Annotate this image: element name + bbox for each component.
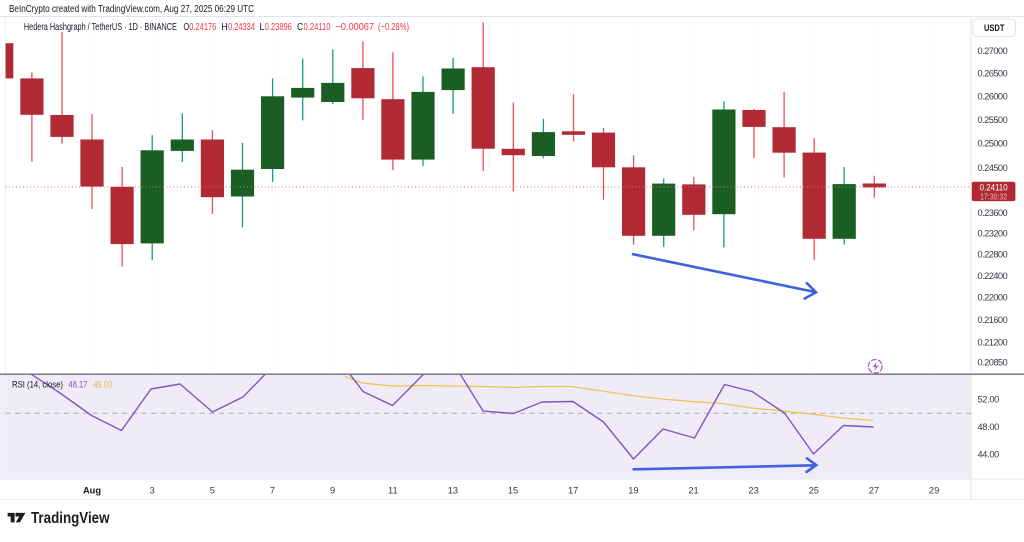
svg-text:H: H: [222, 22, 228, 33]
svg-text:0.22800: 0.22800: [978, 250, 1008, 260]
svg-text:0.20850: 0.20850: [978, 357, 1008, 367]
svg-text:5: 5: [210, 486, 215, 496]
svg-text:19: 19: [628, 486, 638, 496]
svg-text:USDT: USDT: [984, 23, 1005, 33]
svg-text:0.21600: 0.21600: [978, 315, 1008, 325]
svg-text:Hedera Hashgraph / TetherUS ·: Hedera Hashgraph / TetherUS · 1D · BINAN…: [24, 22, 177, 33]
svg-text:3: 3: [150, 486, 155, 496]
svg-text:25: 25: [809, 486, 819, 496]
svg-text:TradingView: TradingView: [31, 510, 110, 527]
svg-text:0.21200: 0.21200: [978, 337, 1008, 347]
svg-text:0.24500: 0.24500: [978, 163, 1008, 173]
svg-text:0.26500: 0.26500: [978, 68, 1008, 78]
svg-text:7: 7: [270, 486, 275, 496]
svg-text:52.00: 52.00: [978, 395, 1000, 405]
svg-text:17:30:32: 17:30:32: [980, 191, 1007, 201]
svg-text:O: O: [184, 22, 190, 33]
svg-text:23: 23: [748, 486, 758, 496]
svg-text:48.00: 48.00: [978, 422, 1000, 432]
svg-text:0.24176: 0.24176: [189, 22, 216, 33]
svg-text:0.24110: 0.24110: [304, 22, 331, 33]
svg-text:(−0.28%): (−0.28%): [378, 22, 409, 33]
svg-text:C: C: [297, 22, 303, 33]
svg-text:48.17: 48.17: [68, 380, 87, 390]
svg-text:0.27000: 0.27000: [978, 46, 1008, 56]
svg-text:RSI (14, close): RSI (14, close): [12, 380, 63, 390]
svg-text:−0.00067: −0.00067: [336, 22, 375, 33]
svg-text:9: 9: [330, 486, 335, 496]
svg-text:0.23600: 0.23600: [978, 208, 1008, 218]
svg-text:27: 27: [869, 486, 879, 496]
svg-text:29: 29: [929, 486, 939, 496]
svg-text:44.00: 44.00: [978, 450, 1000, 460]
svg-text:0.23896: 0.23896: [265, 22, 292, 33]
svg-text:15: 15: [508, 486, 518, 496]
svg-text:11: 11: [388, 486, 398, 496]
svg-text:17: 17: [568, 486, 578, 496]
svg-text:Aug: Aug: [83, 486, 101, 496]
svg-text:0.23200: 0.23200: [978, 229, 1008, 239]
svg-text:13: 13: [448, 486, 458, 496]
svg-text:0.24334: 0.24334: [228, 22, 255, 33]
svg-text:49.03: 49.03: [93, 380, 112, 390]
svg-text:L: L: [260, 22, 265, 33]
svg-text:BeInCrypto created with Tradin: BeInCrypto created with TradingView.com,…: [9, 4, 254, 15]
svg-text:0.22000: 0.22000: [978, 293, 1008, 303]
svg-text:0.24110: 0.24110: [980, 183, 1008, 193]
svg-text:0.25000: 0.25000: [978, 139, 1008, 149]
svg-text:21: 21: [688, 486, 698, 496]
svg-text:0.22400: 0.22400: [978, 271, 1008, 281]
svg-text:0.26000: 0.26000: [978, 91, 1008, 101]
svg-text:0.25500: 0.25500: [978, 115, 1008, 125]
